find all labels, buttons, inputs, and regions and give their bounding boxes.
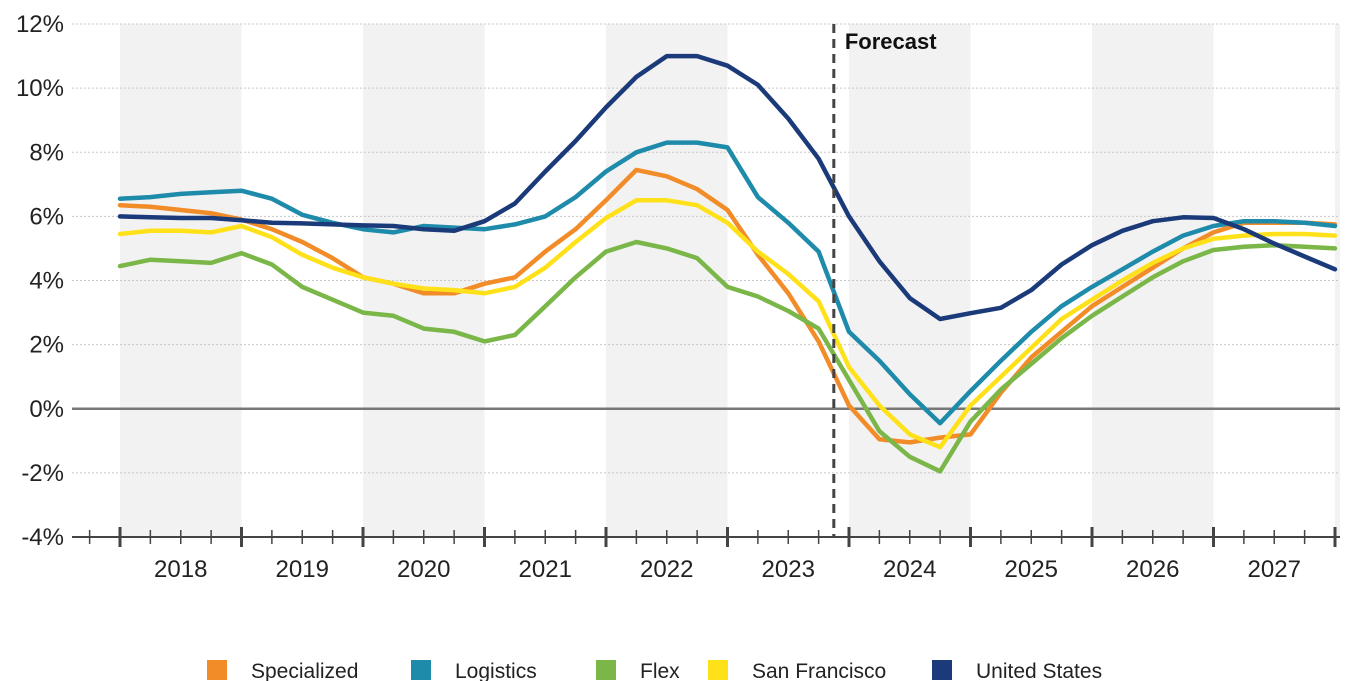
gridlines [72, 23, 1340, 474]
year-band-2022 [606, 24, 728, 537]
x-axis-tick-labels: 2018 2019 2020 2021 2022 2023 2024 2025 2026 2027 [154, 556, 1301, 583]
legend-swatch-flex [596, 660, 616, 680]
y-tick-label: 10% [16, 75, 64, 102]
legend-label-flex: Flex [640, 660, 680, 681]
forecast-label: Forecast [845, 29, 937, 54]
x-tick-label-2020: 2020 [397, 556, 450, 583]
legend-label-logistics: Logistics [455, 660, 537, 681]
x-tick-label-2025: 2025 [1005, 556, 1058, 583]
legend-label-specialized: Specialized [251, 660, 358, 681]
series-line-flex [117, 239, 1338, 474]
x-tick-label-2024: 2024 [883, 556, 936, 583]
series-line-united-states [117, 53, 1338, 322]
series-lines [117, 53, 1338, 474]
legend-label-san-francisco: San Francisco [752, 660, 886, 681]
y-tick-label: 2% [29, 332, 64, 359]
y-tick-label: 4% [29, 268, 64, 295]
x-tick-label-2023: 2023 [762, 556, 815, 583]
x-tick-label-2019: 2019 [276, 556, 329, 583]
series-line-specialized [117, 167, 1338, 445]
y-tick-label: 6% [29, 203, 64, 230]
series-line-logistics [117, 140, 1338, 426]
legend-swatch-specialized [207, 660, 227, 680]
y-tick-label: 0% [29, 396, 64, 423]
y-tick-label: 8% [29, 139, 64, 166]
y-tick-label: 12% [16, 11, 64, 38]
x-axis [72, 527, 1340, 547]
legend: Specialized Logistics Flex San Francisco Uni… [207, 660, 1102, 681]
x-tick-label-2027: 2027 [1248, 556, 1301, 583]
y-tick-label: -2% [21, 460, 64, 487]
x-tick-label-2022: 2022 [640, 556, 693, 583]
x-tick-label-2026: 2026 [1126, 556, 1179, 583]
y-tick-label: -4% [21, 524, 64, 551]
legend-swatch-san-francisco [708, 660, 728, 680]
x-tick-label-2021: 2021 [519, 556, 572, 583]
x-tick-label-2018: 2018 [154, 556, 207, 583]
legend-swatch-united-states [932, 660, 952, 680]
forecast-annotation: Forecast [832, 24, 937, 537]
legend-label-united-states: United States [976, 660, 1102, 681]
series-line-san-francisco [117, 198, 1338, 450]
y-axis-tick-labels: -4% -2% 0% 2% 4% 6% 8% 10% 12% [16, 11, 64, 551]
legend-swatch-logistics [411, 660, 431, 680]
